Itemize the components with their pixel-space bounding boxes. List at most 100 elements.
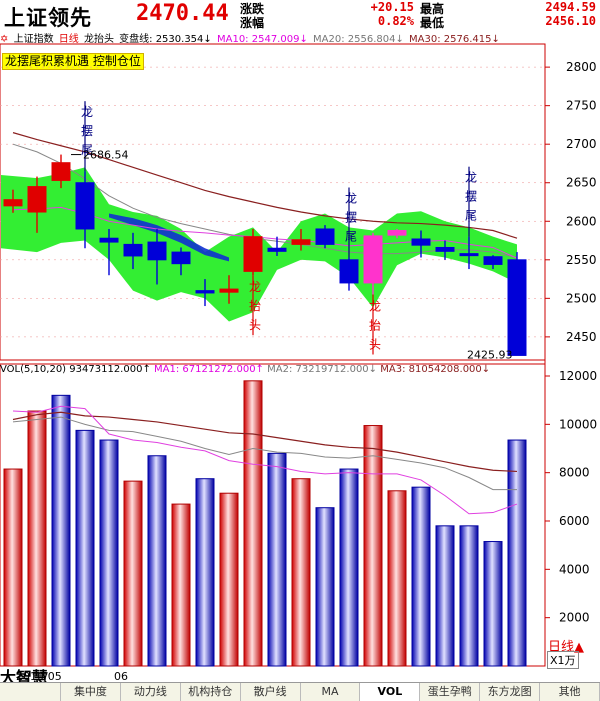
volume-bar: [291, 478, 311, 667]
vol-ma1: MA1: 67121272.000↑: [154, 364, 264, 375]
trend-wedge: [109, 213, 229, 262]
dragon-tail-marker: 尾: [465, 209, 477, 223]
min-price-label: 2425.93: [467, 348, 513, 361]
dragon-head-marker: 抬: [369, 318, 381, 332]
tab-danshengyuya[interactable]: 蛋生孕鸭: [420, 683, 481, 701]
settings-icon[interactable]: ✡: [0, 34, 9, 44]
dragon-tail-marker: 龙: [81, 105, 93, 119]
candle-body: [267, 247, 287, 252]
volume-bar: [171, 503, 191, 667]
candle-body: [171, 251, 191, 265]
low-label: 最低: [420, 16, 445, 30]
pct-label: 涨幅: [240, 16, 265, 30]
candle-body: [75, 182, 95, 230]
price-tick-label: 2650: [566, 176, 597, 190]
candle-body: [123, 243, 143, 257]
candle-body: [219, 288, 239, 293]
volume-bar: [387, 490, 407, 667]
volume-bar: [123, 480, 143, 667]
vol-ma3: MA3: 81054208.000↓: [380, 364, 491, 375]
vol-title[interactable]: VOL(5,10,20): [0, 364, 67, 375]
volume-bar: [363, 425, 383, 667]
dragon-tail-marker: 龙: [345, 191, 357, 205]
volume-bar: [267, 452, 287, 667]
volume-bar: [51, 394, 71, 667]
candle-body: [291, 239, 311, 245]
dragon-tail-marker: 摆: [81, 124, 93, 138]
ma10-line: [12, 206, 518, 259]
volume-tick-label: 8000: [559, 466, 590, 480]
tab-dongfanglongtu[interactable]: 东方龙图: [480, 683, 541, 701]
volume-bar: [339, 468, 359, 667]
tab-jizhongdu[interactable]: 集中度: [61, 683, 121, 701]
dragon-head-marker: 头: [369, 337, 381, 351]
indicator-label[interactable]: 龙抬头: [83, 34, 114, 44]
candle-body: [195, 290, 215, 294]
indicator-bar: ✡ 上证指数 日线 龙抬头 变盘线: 2530.354↓ MA10: 2547.…: [0, 30, 545, 44]
price-tick-label: 2500: [566, 291, 597, 305]
dragon-tail-marker: 摆: [465, 190, 477, 204]
candle-body: [483, 256, 503, 265]
unit-tag: X1万: [547, 651, 579, 669]
vol-ma2-line: [12, 416, 517, 491]
candle-body: [99, 237, 119, 243]
ma20-line: [12, 143, 518, 258]
candle-body: [435, 246, 455, 252]
price-tick-label: 2450: [566, 330, 597, 344]
volume-bar: [195, 478, 215, 667]
dragon-head-marker: 抬: [249, 299, 261, 313]
tab-ma[interactable]: MA: [301, 683, 361, 701]
tab-vol[interactable]: VOL: [360, 683, 421, 701]
price-tick-label: 2600: [566, 214, 597, 228]
candle-body: [459, 253, 479, 257]
volume-panel-frame: [0, 363, 546, 667]
price-tick-label: 2800: [566, 60, 597, 74]
price-tick-label: 2700: [566, 137, 597, 151]
volume-tick-label: 2000: [559, 611, 590, 625]
ma10-value: MA10: 2547.009↓: [216, 34, 308, 44]
volume-bar: [243, 380, 263, 667]
dragon-head-marker: 龙: [369, 299, 381, 313]
price-tick-label: 2750: [566, 99, 597, 113]
tab-other[interactable]: 其他: [540, 683, 600, 701]
dragon-tail-marker: 龙: [465, 171, 477, 185]
tab-spacer: [0, 683, 61, 701]
volume-tick-label: 12000: [559, 369, 597, 383]
vol-ma1-line: [12, 405, 518, 515]
candle-body: [243, 236, 263, 272]
signal-banner: 龙摆尾积累机遇 控制仓位: [2, 53, 144, 70]
dragon-head-marker: 龙: [249, 280, 261, 294]
price-tick-label: 2550: [566, 253, 597, 267]
vol-ma2: MA2: 73219712.000↓: [267, 364, 378, 375]
volume-tick-label: 6000: [559, 514, 590, 528]
candle-body: [315, 228, 335, 245]
vol-value: 93473112.000↑: [69, 364, 151, 375]
volume-bar: [411, 486, 431, 667]
volume-bar: [27, 410, 47, 667]
candle-body: [507, 259, 527, 356]
ma20-value: MA20: 2556.804↓: [313, 34, 404, 44]
dragon-tail-marker: 尾: [345, 229, 357, 243]
candle-body: [339, 259, 359, 284]
pct-value: 0.82%: [377, 14, 414, 28]
up-arrow-icon: ▲: [574, 640, 585, 655]
volume-bar: [459, 525, 479, 667]
change-value: +20.15: [370, 0, 414, 14]
volume-tick-label: 10000: [559, 417, 597, 431]
tab-jigou[interactable]: 机构持仓: [181, 683, 241, 701]
ma30-value: MA30: 2576.415↓: [409, 34, 500, 44]
index-label[interactable]: 上证指数: [13, 34, 54, 44]
tab-sanhu[interactable]: 散户线: [241, 683, 301, 701]
bianpan-value: 变盘线: 2530.354↓: [119, 34, 212, 44]
current-price: 2470.44: [136, 1, 229, 26]
low-value: 2456.10: [545, 14, 596, 28]
dragon-band: [1, 167, 517, 322]
volume-bar: [3, 468, 23, 667]
date-label-may: 2010/05: [16, 670, 62, 683]
candle-body: [147, 241, 167, 261]
period-label[interactable]: 日线: [58, 34, 79, 44]
volume-indicator-bar: VOL(5,10,20) 93473112.000↑ MA1: 67121272…: [0, 364, 545, 377]
tab-dongli[interactable]: 动力线: [121, 683, 181, 701]
high-label: 最高: [420, 2, 445, 16]
